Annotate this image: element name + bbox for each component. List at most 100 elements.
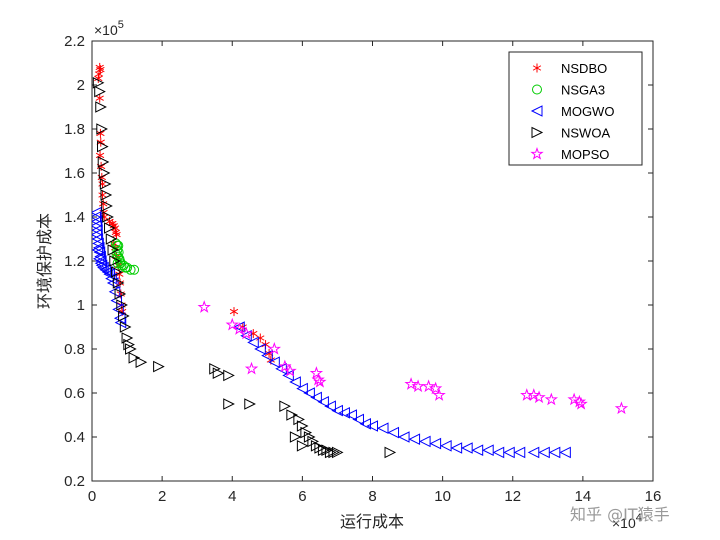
mopso-point — [197, 300, 211, 313]
x-tick-label: 10 — [434, 488, 451, 505]
nswoa-point — [324, 446, 337, 459]
nswoa-point — [97, 156, 110, 168]
nswoa-point — [121, 332, 134, 344]
nswoa-point — [317, 444, 330, 457]
legend-marker-mogwo — [530, 105, 543, 117]
mopso-point — [567, 392, 581, 406]
mopso-point — [239, 326, 253, 340]
mogwo-point — [289, 376, 301, 388]
mogwo-point — [482, 444, 494, 457]
mogwo-point — [408, 433, 421, 446]
mogwo-point — [513, 446, 526, 459]
nsdbo-point — [229, 307, 239, 317]
nswoa-point — [99, 178, 112, 190]
y-tick-label: 2.2 — [64, 33, 85, 50]
nswoa-point — [279, 400, 291, 413]
nsga3-point — [112, 258, 123, 269]
y-axis-title: 环境保护成本 — [35, 213, 54, 309]
nswoa-point — [94, 85, 106, 98]
legend-marker-nswoa — [531, 126, 544, 139]
nswoa-point — [289, 431, 302, 443]
series-mogwo — [92, 206, 571, 459]
nswoa-point — [328, 446, 341, 459]
nswoa-point — [101, 200, 113, 212]
nswoa-point — [105, 233, 118, 245]
legend-item-mopso: MOPSO — [530, 146, 609, 162]
nswoa-point — [96, 123, 108, 135]
nswoa-point — [114, 288, 127, 300]
nsdbo-point — [96, 137, 105, 147]
x-tick-label: 4 — [228, 488, 236, 505]
mogwo-point — [331, 404, 343, 417]
mogwo-point — [94, 257, 107, 270]
mopso-point — [244, 361, 259, 375]
series-nswoa — [92, 76, 397, 459]
x-tick-label: 2 — [158, 488, 166, 505]
mogwo-point — [254, 343, 266, 355]
mopso-point — [411, 379, 425, 393]
nsdbo-point — [115, 278, 125, 288]
nswoa-point — [123, 338, 135, 351]
nsdbo-point — [256, 333, 265, 343]
nswoa-point — [153, 360, 165, 373]
nsdbo-point — [95, 93, 104, 103]
y-tick-label: 1.4 — [64, 209, 85, 226]
mopso-point — [232, 322, 246, 335]
mopso-point — [572, 394, 587, 408]
nsga3-point — [125, 264, 136, 275]
nswoa-point — [296, 439, 309, 452]
nswoa-point — [111, 266, 123, 278]
mogwo-point — [359, 417, 371, 430]
mogwo-point — [418, 435, 431, 448]
mopso-point — [278, 359, 292, 373]
series-mopso — [197, 300, 629, 415]
y-tick-label: 1 — [77, 297, 85, 314]
nswoa-point — [223, 398, 235, 410]
mogwo-point — [303, 387, 315, 399]
nswoa-point — [100, 189, 113, 201]
mopso-point — [574, 396, 588, 410]
y-tick-label: 2 — [77, 77, 85, 94]
nswoa-point — [307, 435, 320, 448]
mopso-point — [309, 366, 324, 379]
mogwo-point — [92, 215, 103, 228]
mogwo-point — [376, 422, 389, 435]
mogwo-point — [461, 442, 473, 454]
mogwo-point — [429, 437, 442, 450]
nsdbo-point — [112, 230, 121, 240]
data-markers — [92, 62, 629, 459]
watermark-text: 知乎 @IT猿手 — [570, 505, 670, 524]
mopso-point — [225, 317, 239, 331]
y-tick-label: 0.8 — [64, 341, 85, 358]
mopso-point — [432, 388, 446, 401]
mogwo-point — [97, 261, 109, 274]
nswoa-point — [116, 299, 128, 311]
x-tick-label: 12 — [504, 488, 521, 505]
nsdbo-point — [94, 73, 103, 83]
nswoa-point — [109, 255, 121, 267]
mopso-point — [544, 392, 558, 406]
mogwo-point — [92, 244, 104, 256]
nswoa-point — [107, 244, 120, 256]
nswoa-point — [98, 167, 111, 179]
x-tick-label: 8 — [368, 488, 376, 505]
mogwo-point — [101, 266, 114, 278]
legend-item-mogwo: MOGWO — [530, 104, 614, 119]
nswoa-point — [209, 362, 221, 375]
mogwo-point — [324, 400, 336, 413]
nswoa-point — [303, 431, 316, 443]
mopso-point — [313, 374, 327, 388]
mogwo-point — [559, 446, 571, 459]
mogwo-point — [352, 413, 364, 426]
x-tick-label: 16 — [645, 488, 662, 505]
nswoa-point — [112, 277, 125, 289]
mogwo-point — [345, 409, 357, 421]
x-exponent-label: ×104 — [612, 512, 642, 531]
mopso-point — [421, 379, 436, 393]
mogwo-point — [296, 382, 308, 395]
nsdbo-point — [96, 128, 105, 138]
legend-label: NSDBO — [561, 61, 607, 76]
legend-item-nsdbo: NSDBO — [532, 61, 607, 76]
nswoa-point — [125, 343, 137, 355]
